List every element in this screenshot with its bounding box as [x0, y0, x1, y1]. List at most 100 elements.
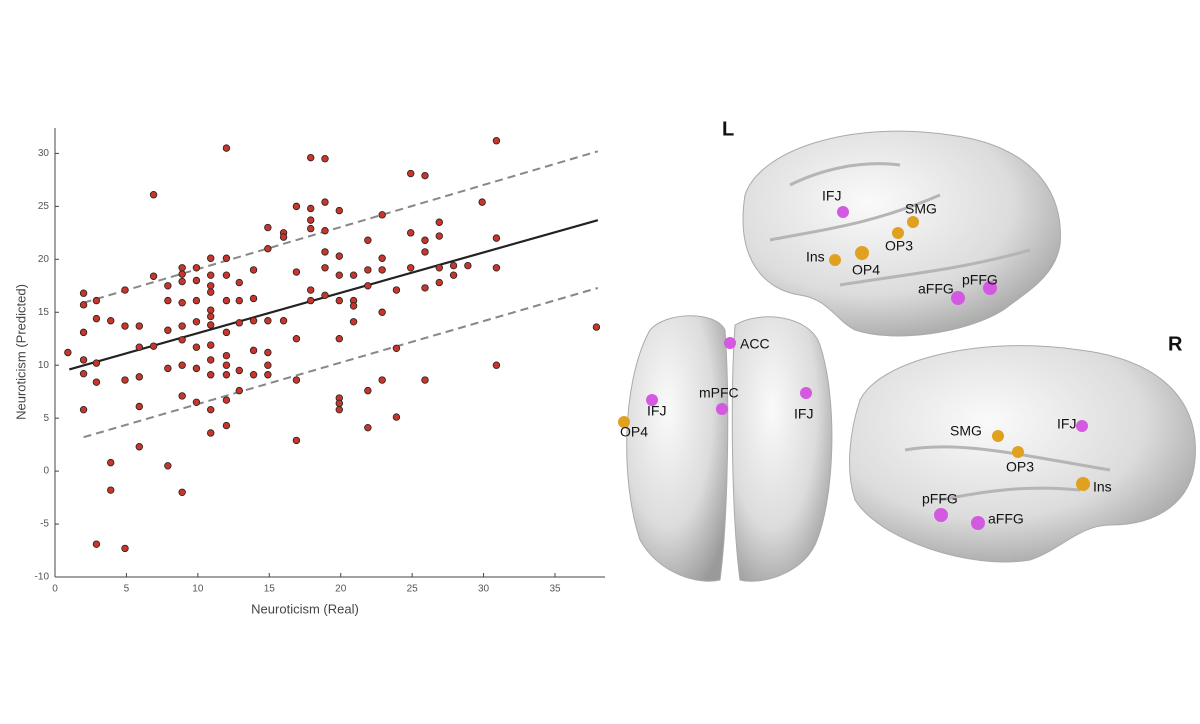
point [149, 191, 158, 199]
x-tick-label: 30 [478, 584, 490, 595]
region-dot [837, 206, 849, 218]
point [192, 398, 201, 406]
point [207, 321, 215, 329]
region-dot [907, 216, 919, 228]
point [207, 341, 215, 349]
point [222, 254, 231, 262]
region-label: aFFG [988, 511, 1024, 527]
point [292, 202, 301, 211]
region-dot [716, 403, 728, 415]
point [92, 314, 101, 323]
region-label: IFJ [647, 403, 666, 419]
point [222, 361, 231, 369]
region-label: pFFG [922, 491, 958, 507]
point [364, 386, 372, 395]
point [421, 284, 429, 292]
point [235, 278, 243, 287]
point [178, 392, 186, 400]
point [307, 204, 315, 213]
point [164, 296, 172, 305]
point [135, 343, 143, 351]
point [135, 402, 143, 411]
point [264, 317, 272, 325]
x-tick-label: 15 [264, 584, 276, 595]
point [79, 369, 88, 378]
point [292, 335, 301, 343]
point [64, 348, 72, 357]
brain-sulci [769, 162, 1031, 287]
region-dot [618, 416, 630, 428]
point [435, 264, 443, 272]
brain-top-right [731, 316, 833, 582]
fit-line [83, 286, 599, 439]
point [79, 301, 88, 309]
point [192, 276, 201, 285]
point [264, 245, 272, 253]
y-tick-label: -10 [35, 572, 50, 583]
point [207, 306, 215, 314]
brain-top-left [626, 315, 729, 582]
region-label: IFJ [822, 188, 841, 204]
region-label: OP4 [620, 424, 648, 440]
point [349, 318, 358, 326]
point [279, 317, 288, 325]
point [307, 286, 315, 294]
point [335, 405, 343, 414]
point [164, 364, 172, 373]
point [421, 376, 429, 384]
x-tick-label: 10 [192, 584, 204, 595]
point [421, 248, 429, 256]
point [164, 462, 172, 470]
region-dot [971, 516, 985, 530]
point [222, 271, 231, 279]
point [407, 229, 415, 237]
point [249, 266, 258, 274]
point [279, 233, 288, 241]
point [92, 378, 101, 386]
point [421, 236, 429, 244]
fit-line [83, 150, 599, 304]
fit-line [68, 219, 599, 371]
x-tick-label: 5 [124, 584, 130, 595]
point [364, 423, 372, 432]
point [192, 264, 201, 272]
point [364, 282, 372, 290]
region-label: Ins [806, 249, 825, 265]
y-tick-label: 10 [38, 360, 50, 371]
y-tick-label: 5 [43, 413, 49, 424]
point [364, 236, 372, 244]
point [407, 169, 415, 178]
region-label: OP3 [1006, 459, 1034, 475]
point [79, 328, 88, 337]
point [178, 336, 186, 344]
point [378, 254, 386, 262]
region-dot [1076, 420, 1088, 432]
point [292, 436, 301, 445]
region-label: IFJ [794, 406, 813, 422]
point [207, 288, 215, 296]
point [378, 266, 386, 274]
point [222, 296, 231, 305]
region-dot [855, 246, 869, 260]
region-dot [829, 254, 841, 266]
point [207, 282, 215, 290]
region-dot [983, 281, 997, 295]
point [235, 386, 243, 395]
point [107, 317, 115, 325]
point [335, 252, 343, 260]
point [222, 396, 231, 404]
point [164, 326, 172, 334]
point [492, 361, 501, 369]
point [178, 264, 186, 272]
point [249, 294, 258, 303]
y-tick-label: 20 [38, 254, 50, 265]
point [222, 328, 231, 337]
region-dot [724, 337, 736, 349]
point [335, 335, 343, 343]
x-tick-label: 0 [52, 584, 58, 595]
point [321, 227, 329, 235]
point [378, 376, 386, 384]
point [135, 443, 143, 451]
point [207, 271, 215, 279]
